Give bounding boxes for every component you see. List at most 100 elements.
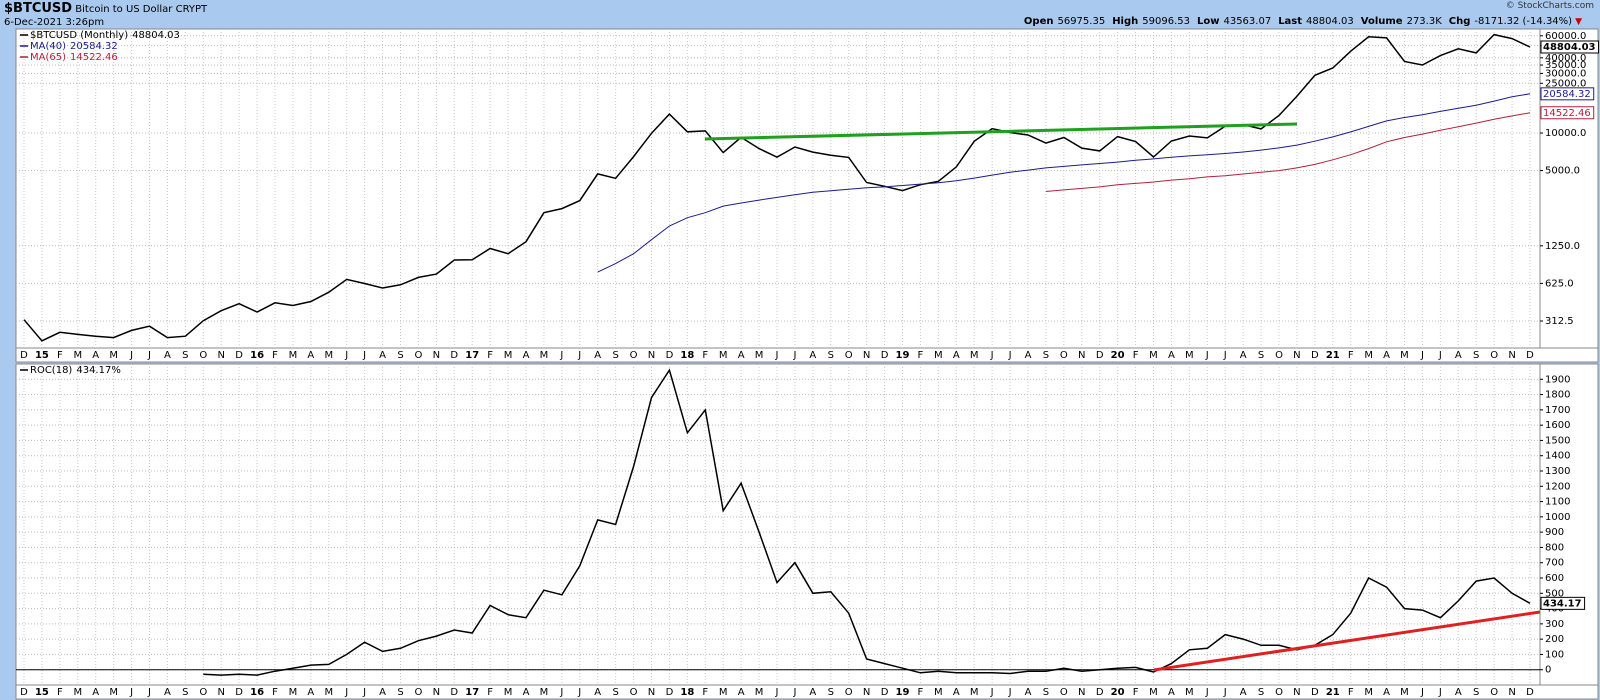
x-tick-label: A [92, 687, 99, 698]
x-tick-label: J [147, 350, 151, 361]
y-tick-label: 1100 [1545, 497, 1570, 508]
x-tick-label: M [970, 687, 979, 698]
x-tick-label: O [199, 687, 207, 698]
x-tick-label: M [504, 350, 513, 361]
x-tick-label: J [775, 350, 779, 361]
series-line [23, 33, 1531, 342]
y-tick-label: 1900 [1545, 374, 1570, 385]
x-tick-label: S [612, 350, 618, 361]
y-tick-label: 500 [1545, 588, 1564, 599]
y-tick-label: 1500 [1545, 435, 1570, 446]
x-tick-label: J [1205, 350, 1209, 361]
y-tick-label: 1250.0 [1545, 241, 1580, 252]
x-tick-label: N [1078, 350, 1085, 361]
x-tick-label: M [1185, 687, 1194, 698]
x-tick-label: J [147, 687, 151, 698]
x-tick-label: S [828, 687, 834, 698]
x-axis-strip [15, 347, 1599, 363]
y-tick-label: 40000.0 [1545, 53, 1586, 64]
x-tick-label: A [1383, 687, 1390, 698]
y-tick-label: 5000.0 [1545, 166, 1580, 177]
last-value: 20584.32 [1543, 89, 1591, 100]
down-icon: ▼ [1575, 17, 1582, 27]
x-tick-label: A [809, 687, 816, 698]
quote-label: Low [1196, 16, 1220, 27]
quote-value: 56975.35 [1057, 16, 1106, 27]
x-tick-label: D [20, 350, 28, 361]
y-tick-label: 0 [1545, 665, 1551, 676]
quote-label: High [1112, 16, 1139, 27]
x-tick-label: S [1473, 687, 1479, 698]
x-tick-label: J [1008, 350, 1012, 361]
x-tick-label: J [990, 350, 994, 361]
x-tick-label: D [450, 687, 458, 698]
plots: D 15 F M A M J J A S O N D 16 F M A M J J A S O N D 17 F M A M J J A S O N D… [15, 28, 1599, 700]
x-tick-label: M [1149, 350, 1158, 361]
x-tick-label: A [953, 687, 960, 698]
x-tick-label: F [487, 687, 493, 698]
x-tick-label: F [702, 350, 708, 361]
y-tick-label: 1700 [1545, 405, 1570, 416]
x-tick-label: A [1025, 687, 1032, 698]
exchange: CRYPT [175, 4, 208, 15]
x-tick-label: A [809, 350, 816, 361]
x-tick-label: N [433, 687, 440, 698]
x-tick-label: D [1096, 350, 1104, 361]
x-tick-label: N [217, 687, 224, 698]
y-tick-label: 200 [1545, 634, 1564, 645]
x-tick-label: D [1526, 350, 1534, 361]
x-tick-label: 20 [1111, 350, 1125, 361]
x-tick-label: D [1526, 687, 1534, 698]
x-tick-label: F [1348, 350, 1354, 361]
legend-value: 14522.46 [70, 52, 118, 63]
plot-area [15, 363, 1541, 686]
x-tick-label: D [235, 350, 243, 361]
x-axis-strip [15, 684, 1599, 700]
x-tick-label: N [863, 350, 870, 361]
x-tick-label: A [92, 350, 99, 361]
quote: Open 56975.35 High 59096.53 Low 43563.07 Last 4… [1017, 16, 1582, 27]
x-tick-label: 19 [896, 687, 910, 698]
quote-label: Open [1023, 16, 1054, 27]
x-tick-label: A [1168, 350, 1175, 361]
x-tick-label: M [540, 687, 549, 698]
x-tick-label: M [109, 350, 118, 361]
x-tick-label: A [1455, 687, 1462, 698]
trendline [704, 122, 1298, 141]
x-tick-label: M [73, 350, 82, 361]
x-tick-label: M [719, 687, 728, 698]
x-tick-label: N [1508, 687, 1515, 698]
date: 6-Dec-2021 3:26pm [4, 17, 105, 28]
copyright: © StockCharts.com [1505, 1, 1594, 11]
x-tick-label: A [1240, 687, 1247, 698]
x-tick-label: J [1008, 687, 1012, 698]
y-tick-label: 1300 [1545, 466, 1570, 477]
x-tick-label: S [1258, 687, 1264, 698]
x-tick-label: M [755, 687, 764, 698]
x-tick-label: J [1420, 687, 1424, 698]
x-tick-label: S [1473, 350, 1479, 361]
x-tick-label: M [970, 350, 979, 361]
legend-value: 20584.32 [70, 41, 118, 52]
last-value-box [1540, 40, 1600, 54]
y-tick-label: 100 [1545, 649, 1564, 660]
x-tick-label: D [881, 350, 889, 361]
y-tick-label: 600 [1545, 573, 1564, 584]
quote-value: 43563.07 [1223, 16, 1272, 27]
x-tick-label: J [1438, 350, 1442, 361]
x-tick-label: F [1133, 687, 1139, 698]
x-tick-label: M [1400, 350, 1409, 361]
quote-value: 273.3K [1406, 16, 1442, 27]
description: Bitcoin to US Dollar [75, 4, 173, 15]
x-tick-label: N [1508, 350, 1515, 361]
x-tick-label: 20 [1111, 687, 1125, 698]
x-tick-label: O [1275, 350, 1283, 361]
x-tick-label: A [1383, 350, 1390, 361]
x-tick-label: M [1364, 350, 1373, 361]
x-tick-label: J [344, 350, 348, 361]
x-tick-label: J [577, 687, 581, 698]
x-tick-label: J [775, 687, 779, 698]
x-tick-label: M [1185, 350, 1194, 361]
y-tick-label: 1200 [1545, 481, 1570, 492]
